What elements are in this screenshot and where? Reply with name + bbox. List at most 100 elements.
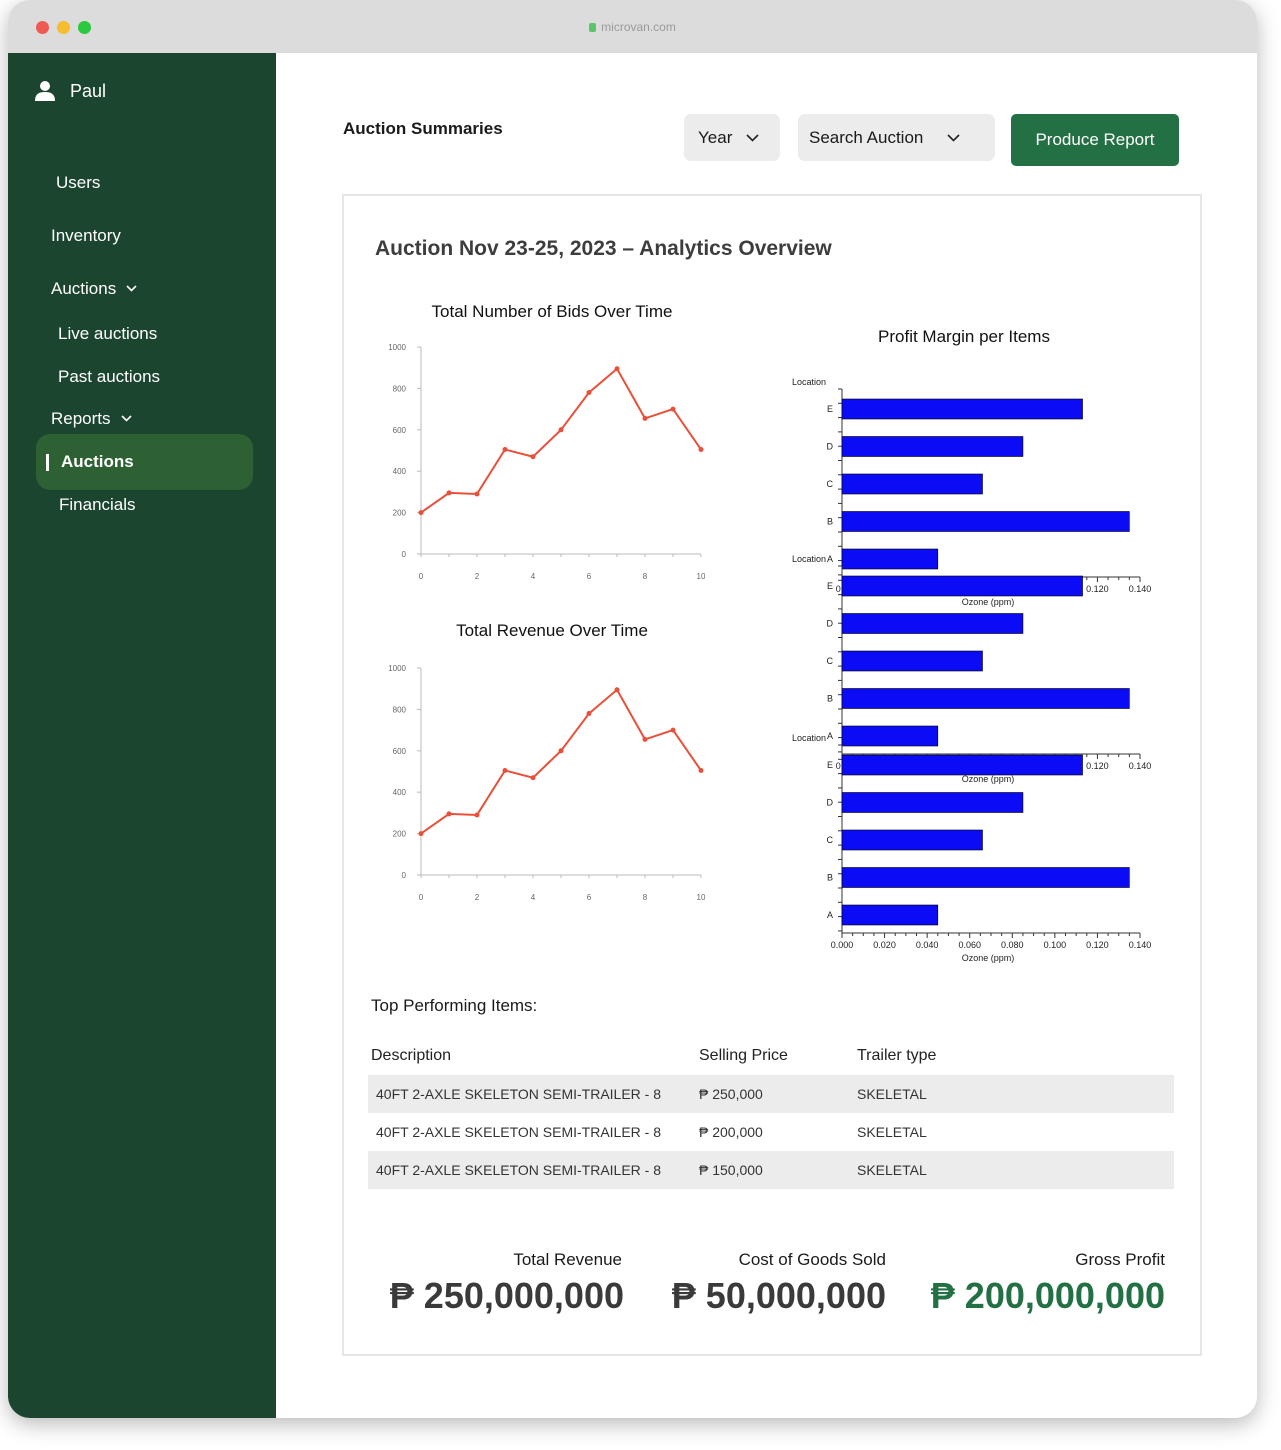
sidebar-item-live-auctions[interactable]: Live auctions <box>58 324 157 344</box>
x-tick-label: 0.040 <box>916 940 939 950</box>
sidebar-item-financials[interactable]: Financials <box>59 495 136 515</box>
url-text: microvan.com <box>601 20 676 34</box>
data-point <box>446 490 452 496</box>
bids-chart-title: Total Number of Bids Over Time <box>431 302 673 321</box>
cell-price: ₱ 250,000 <box>699 1086 763 1102</box>
y-tick-label: 200 <box>393 830 407 839</box>
data-point <box>474 491 480 497</box>
chevron-down-icon <box>746 133 759 142</box>
chevron-down-icon <box>126 285 137 292</box>
chevron-down-icon <box>120 415 132 422</box>
x-tick-label: 0.120 <box>1086 584 1109 594</box>
x-tick-label: 0.140 <box>1129 584 1152 594</box>
user-profile[interactable]: Paul <box>34 80 106 102</box>
y-tick-label: 1000 <box>388 664 406 673</box>
bar <box>841 725 939 747</box>
x-tick-label: 8 <box>643 572 648 581</box>
data-point <box>530 454 536 460</box>
browser-titlebar: microvan.com <box>8 0 1257 53</box>
gross-profit-label: Gross Profit <box>1075 1250 1165 1269</box>
search-auction-dropdown[interactable]: Search Auction <box>798 114 995 161</box>
data-point <box>586 711 592 717</box>
sidebar-item-past-auctions[interactable]: Past auctions <box>58 367 160 387</box>
x-tick-label: 2 <box>475 893 480 902</box>
close-window-icon[interactable] <box>36 21 49 34</box>
cell-description: 40FT 2-AXLE SKELETON SEMI-TRAILER - 8 <box>376 1086 662 1102</box>
data-point <box>418 831 424 837</box>
x-tick-label: 0.120 <box>1086 940 1109 950</box>
sidebar-item-reports[interactable]: Reports <box>51 409 132 429</box>
x-tick-label: 0.020 <box>873 940 896 950</box>
table-row[interactable]: 40FT 2-AXLE SKELETON SEMI-TRAILER - 8 ₱ … <box>368 1113 1174 1151</box>
bar <box>841 867 1130 888</box>
produce-report-button[interactable]: Produce Report <box>1011 114 1179 166</box>
data-point <box>670 727 676 733</box>
total-revenue-label: Total Revenue <box>513 1250 622 1269</box>
bar <box>841 473 983 495</box>
x-tick-label: 4 <box>531 572 536 581</box>
data-point <box>530 775 536 781</box>
cell-type: SKELETAL <box>857 1124 927 1140</box>
x-tick-label: 0.060 <box>958 940 981 950</box>
category-label: E <box>827 404 833 414</box>
data-point <box>474 812 480 818</box>
y-tick-label: 1000 <box>388 343 406 352</box>
y-tick-label: 600 <box>393 747 407 756</box>
sidebar-item-inventory[interactable]: Inventory <box>51 226 121 246</box>
report-title: Auction Nov 23-25, 2023 – Analytics Over… <box>375 237 832 260</box>
cell-price: ₱ 200,000 <box>699 1124 763 1140</box>
x-tick-label: 0.140 <box>1129 761 1152 771</box>
x-tick-label: 0.140 <box>1129 940 1152 950</box>
bar <box>841 398 1083 420</box>
user-icon <box>35 81 55 101</box>
category-label: A <box>827 554 833 564</box>
x-tick-label: 0.080 <box>1001 940 1024 950</box>
top-items-title: Top Performing Items: <box>371 996 538 1015</box>
report-card: Auction Nov 23-25, 2023 – Analytics Over… <box>342 194 1202 1356</box>
x-tick-label: 2 <box>475 572 480 581</box>
cell-price: ₱ 150,000 <box>699 1162 763 1178</box>
category-label: A <box>827 910 833 920</box>
x-tick-label: 0 <box>419 893 424 902</box>
sidebar-item-label: Reports <box>51 409 111 428</box>
category-label: C <box>827 835 834 845</box>
bar <box>841 650 983 672</box>
table-row[interactable]: 40FT 2-AXLE SKELETON SEMI-TRAILER - 8 ₱ … <box>368 1151 1174 1189</box>
category-label: A <box>827 731 833 741</box>
maximize-window-icon[interactable] <box>78 21 91 34</box>
data-point <box>614 687 620 693</box>
sidebar-item-reports-auctions[interactable]: Auctions <box>36 434 253 490</box>
data-point <box>558 748 564 754</box>
year-dropdown-label: Year <box>698 127 733 147</box>
minimize-window-icon[interactable] <box>57 21 70 34</box>
bar <box>841 792 1024 813</box>
category-label: C <box>827 479 834 489</box>
year-dropdown[interactable]: Year <box>684 114 780 161</box>
sidebar-item-users[interactable]: Users <box>56 173 100 193</box>
sidebar: Paul Users Inventory Auctions Live aucti… <box>8 53 276 1418</box>
series-line <box>420 688 702 835</box>
active-indicator <box>46 453 49 471</box>
data-point <box>698 446 704 452</box>
page-title: Auction Summaries <box>343 119 503 138</box>
data-point <box>558 427 564 433</box>
cell-type: SKELETAL <box>857 1162 927 1178</box>
x-tick-label: 10 <box>697 893 706 902</box>
bar <box>841 829 983 851</box>
data-point <box>502 446 508 452</box>
category-label: D <box>827 442 834 452</box>
chevron-down-icon <box>947 133 960 142</box>
bar <box>841 613 1024 634</box>
cell-type: SKELETAL <box>857 1086 927 1102</box>
table-row[interactable]: 40FT 2-AXLE SKELETON SEMI-TRAILER - 8 ₱ … <box>368 1075 1174 1113</box>
address-bar[interactable]: microvan.com <box>8 20 1257 34</box>
x-tick-label: 8 <box>643 893 648 902</box>
sidebar-item-auctions[interactable]: Auctions <box>51 279 137 299</box>
data-point <box>698 767 704 773</box>
x-axis-label: Ozone (ppm) <box>962 597 1015 607</box>
data-point <box>418 510 424 516</box>
bar <box>841 436 1024 457</box>
y-tick-label: 800 <box>393 705 407 714</box>
x-tick-label: 0 <box>419 572 424 581</box>
